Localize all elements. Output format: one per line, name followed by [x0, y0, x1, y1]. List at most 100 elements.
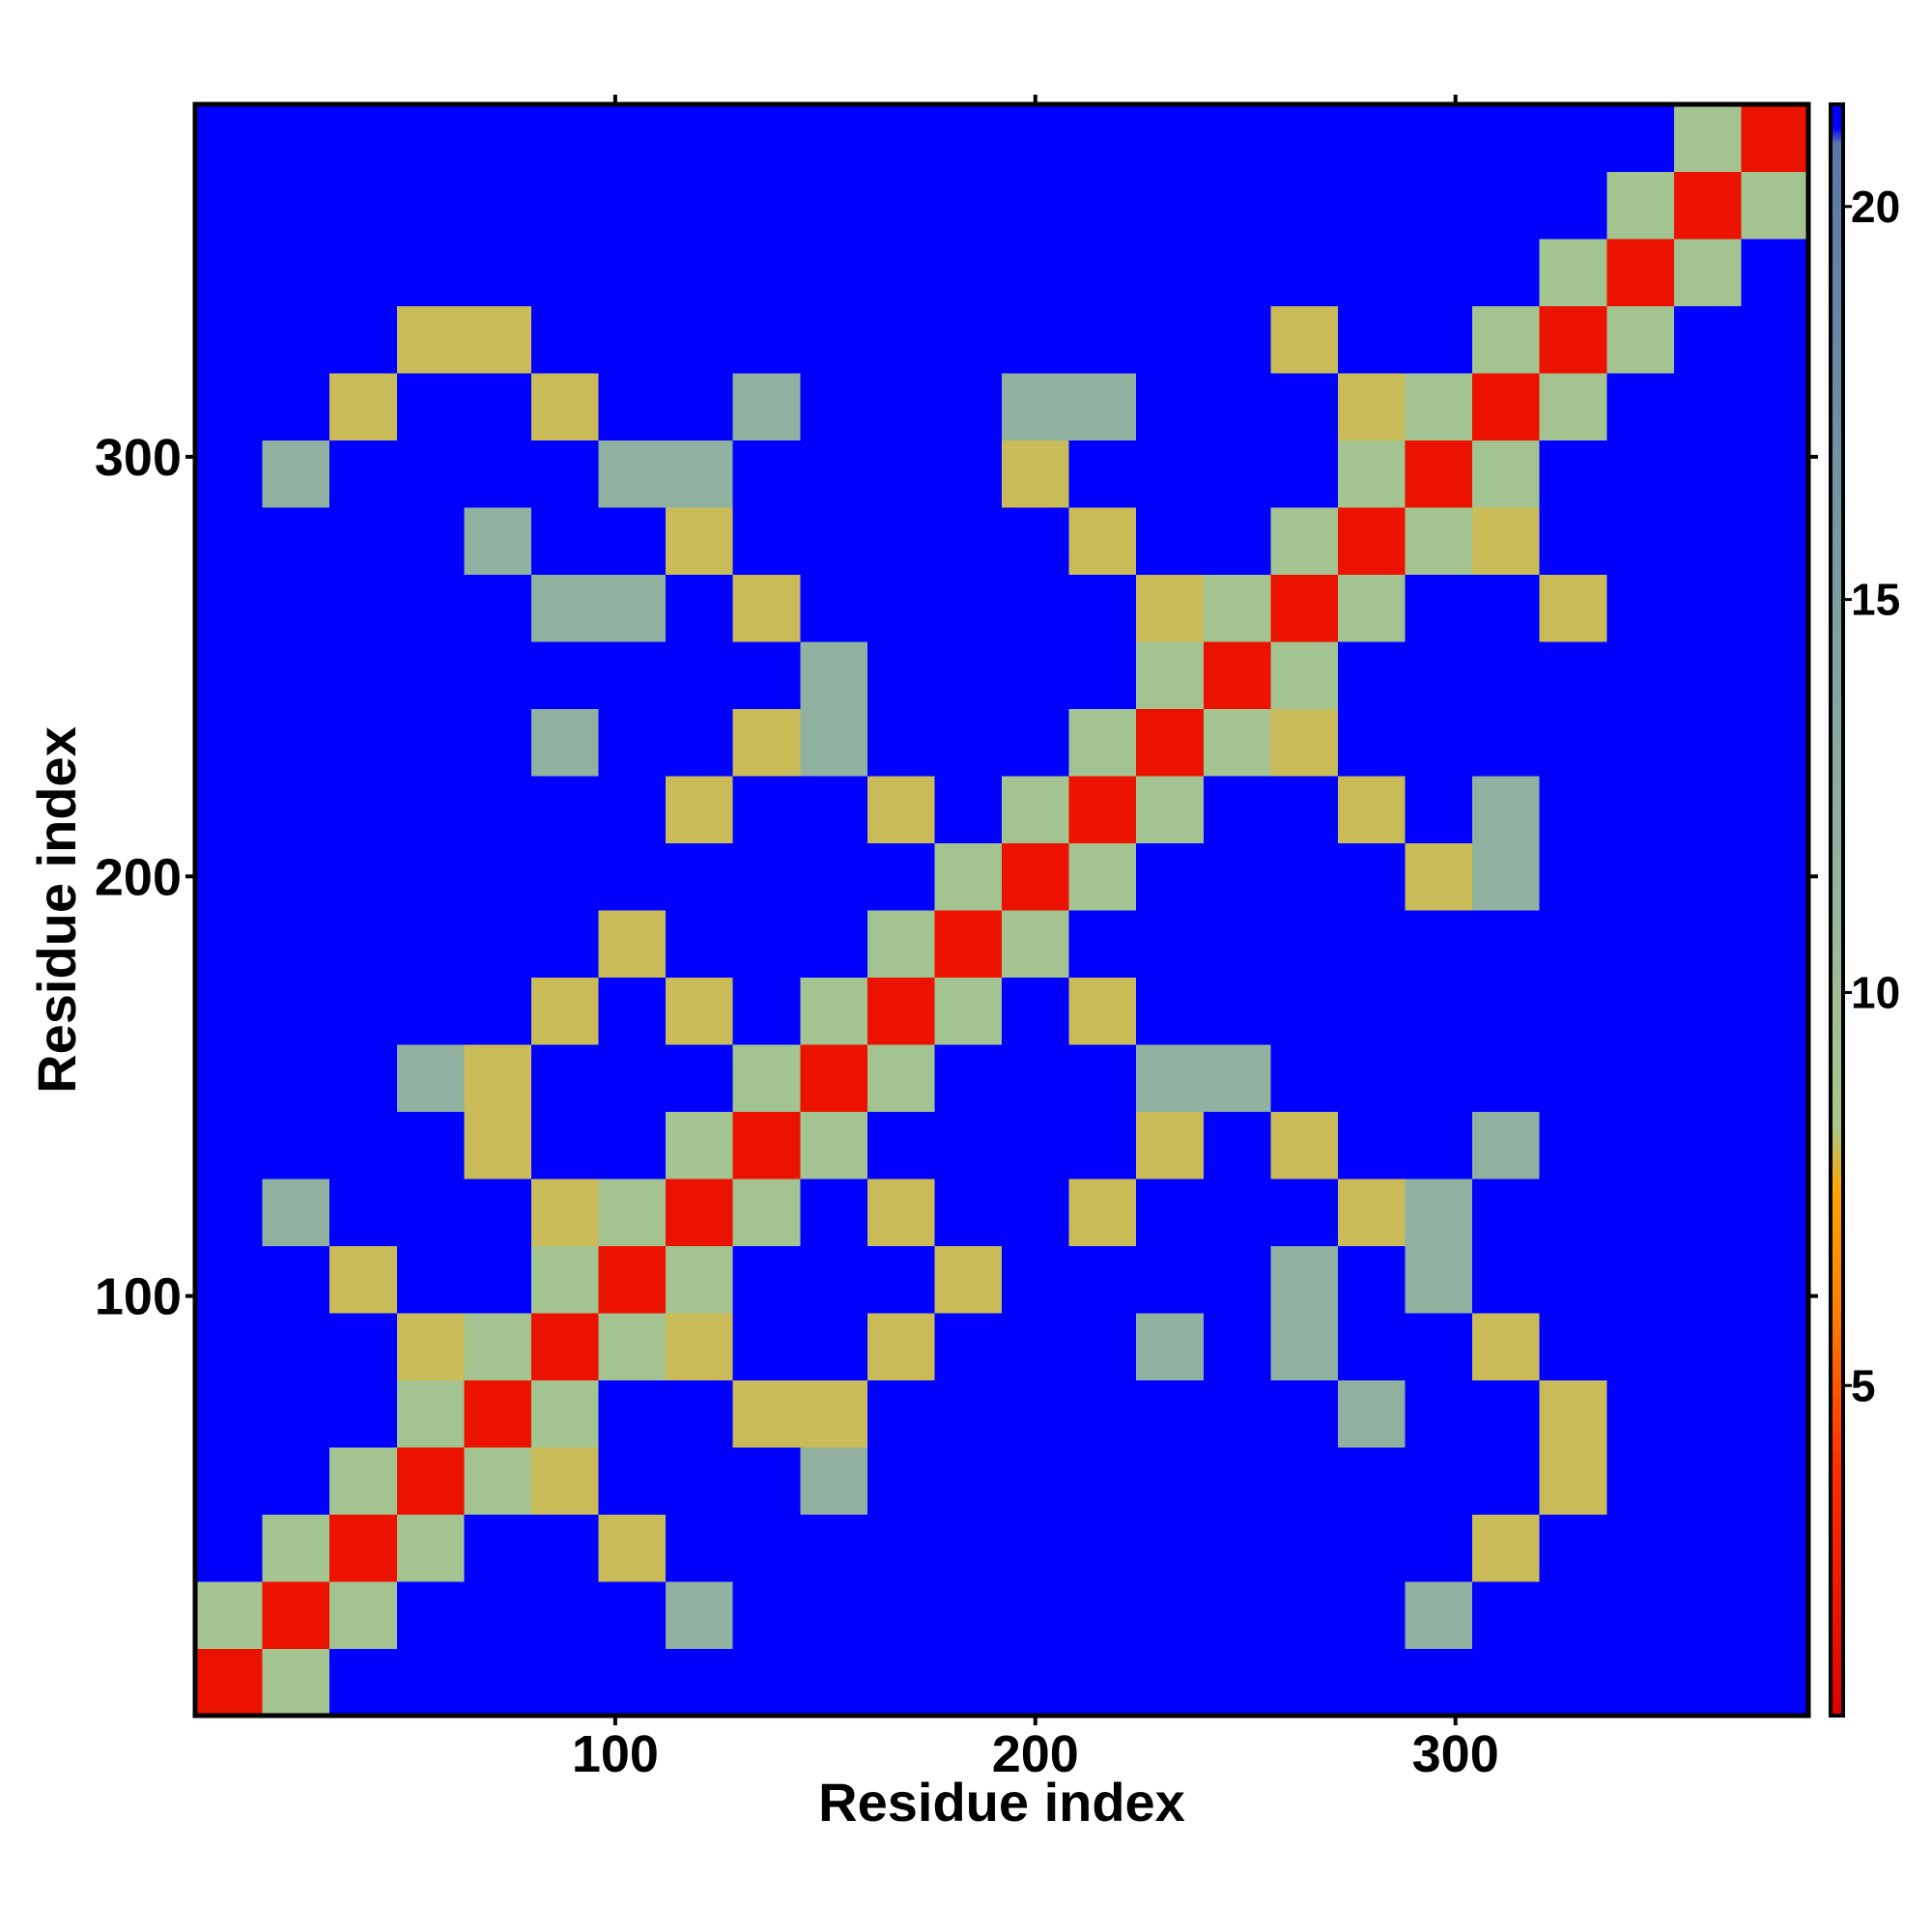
heatmap-cell — [1539, 1379, 1607, 1448]
heatmap-cell — [666, 305, 734, 374]
heatmap-cell — [666, 239, 734, 306]
heatmap-cell — [1068, 1179, 1137, 1246]
heatmap-cell — [1002, 1111, 1070, 1179]
heatmap-cell — [732, 1648, 801, 1717]
heatmap-cell — [195, 977, 264, 1045]
heatmap-cell — [1203, 842, 1271, 911]
heatmap-cell — [1741, 1514, 1809, 1582]
heatmap-cell — [1606, 910, 1675, 978]
heatmap-cell — [464, 1447, 532, 1515]
heatmap-cell — [1002, 910, 1070, 978]
heatmap-cell — [530, 171, 599, 240]
heatmap-cell — [464, 239, 532, 306]
heatmap-cell — [666, 373, 734, 440]
heatmap-cell — [464, 1044, 532, 1112]
heatmap-cell — [1472, 1648, 1541, 1717]
heatmap-cell — [195, 708, 264, 777]
heatmap-cell — [329, 708, 398, 777]
heatmap-cell — [1203, 507, 1271, 575]
heatmap-cell — [1606, 977, 1675, 1045]
heatmap-cell — [1002, 641, 1070, 709]
heatmap-cell — [732, 1111, 801, 1179]
heatmap-cell — [195, 440, 264, 508]
heatmap-cell — [1337, 1179, 1406, 1246]
heatmap-cell — [464, 1245, 532, 1314]
heatmap-cell — [867, 1447, 935, 1515]
heatmap-cell — [598, 1379, 667, 1448]
heatmap-cell — [1270, 977, 1339, 1045]
heatmap-cell — [598, 507, 667, 575]
heatmap-cell — [1673, 373, 1742, 440]
colorbar-tick-label: 15 — [1851, 575, 1900, 625]
heatmap-cell — [598, 708, 667, 777]
heatmap-cell — [598, 574, 667, 642]
heatmap-cell — [1002, 1447, 1070, 1515]
heatmap-cell — [1472, 1179, 1541, 1246]
heatmap-cell — [1337, 776, 1406, 843]
heatmap-cell — [934, 1648, 1003, 1717]
heatmap-cell — [867, 1179, 935, 1246]
heatmap-cell — [1539, 776, 1607, 843]
heatmap-cell — [396, 1447, 465, 1515]
heatmap-cell — [1472, 1447, 1541, 1515]
heatmap-cell — [1203, 910, 1271, 978]
heatmap-cell — [1337, 1313, 1406, 1380]
heatmap-cell — [1405, 1111, 1473, 1179]
heatmap-cell — [1741, 239, 1809, 306]
heatmap-cell — [396, 104, 465, 172]
heatmap-cell — [1405, 239, 1473, 306]
heatmap-cell — [1068, 440, 1137, 508]
heatmap-cell — [598, 977, 667, 1045]
heatmap-cell — [1002, 104, 1070, 172]
heatmap-cell — [329, 239, 398, 306]
heatmap-cell — [1136, 708, 1205, 777]
heatmap-cell — [1203, 1313, 1271, 1380]
heatmap-cell — [1270, 507, 1339, 575]
heatmap-cell — [732, 641, 801, 709]
heatmap-cell — [1673, 1245, 1742, 1314]
heatmap-cell — [598, 1111, 667, 1179]
heatmap-cell — [530, 507, 599, 575]
heatmap-cell — [1673, 641, 1742, 709]
heatmap-cell — [800, 1044, 868, 1112]
heatmap-cell — [1068, 1447, 1137, 1515]
heatmap-cell — [1472, 574, 1541, 642]
heatmap-cell — [329, 1514, 398, 1582]
heatmap-cell — [1741, 842, 1809, 911]
heatmap-cell — [598, 104, 667, 172]
heatmap-cell — [396, 641, 465, 709]
heatmap-cell — [1337, 440, 1406, 508]
heatmap-cell — [1337, 1044, 1406, 1112]
heatmap-cell — [1606, 305, 1675, 374]
heatmap-cell — [396, 507, 465, 575]
heatmap-cell — [732, 1179, 801, 1246]
heatmap-cell — [1337, 708, 1406, 777]
heatmap-cell — [464, 507, 532, 575]
heatmap-cell — [1472, 1111, 1541, 1179]
heatmap-cell — [1673, 977, 1742, 1045]
heatmap-cell — [1068, 708, 1137, 777]
heatmap-cell — [867, 842, 935, 911]
heatmap-cell — [1405, 977, 1473, 1045]
heatmap-cell — [396, 1313, 465, 1380]
heatmap-cell — [1673, 1044, 1742, 1112]
heatmap-cell — [329, 1044, 398, 1112]
heatmap-cell — [530, 1648, 599, 1717]
heatmap-cell — [1539, 104, 1607, 172]
heatmap-cell — [1136, 440, 1205, 508]
heatmap-cell — [1002, 776, 1070, 843]
heatmap-cell — [396, 1245, 465, 1314]
heatmap-cell — [1270, 305, 1339, 374]
heatmap-cell — [867, 574, 935, 642]
heatmap-cell — [934, 1111, 1003, 1179]
heatmap-cell — [1068, 1111, 1137, 1179]
heatmap-cell — [598, 171, 667, 240]
heatmap-cell — [1539, 574, 1607, 642]
heatmap-cell — [530, 574, 599, 642]
heatmap-cell — [1741, 1245, 1809, 1314]
heatmap-cell — [598, 842, 667, 911]
heatmap-cell — [1405, 1179, 1473, 1246]
heatmap-cell — [464, 104, 532, 172]
heatmap-cell — [1203, 373, 1271, 440]
heatmap-cell — [1741, 574, 1809, 642]
